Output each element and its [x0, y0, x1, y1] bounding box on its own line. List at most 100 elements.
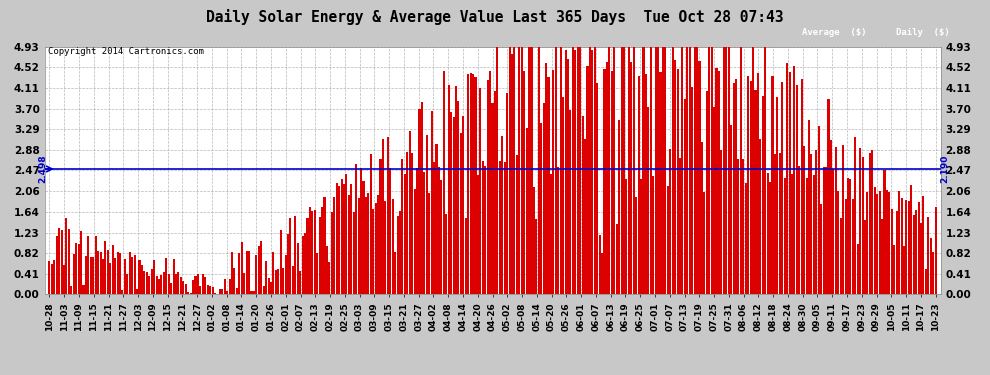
Bar [421, 102, 423, 294]
Bar [803, 146, 805, 294]
Bar [667, 186, 669, 294]
Bar [252, 291, 255, 294]
Bar [209, 286, 211, 294]
Bar [248, 252, 250, 294]
Bar [474, 77, 476, 294]
Bar [207, 285, 209, 294]
Bar [577, 47, 579, 294]
Bar [236, 288, 238, 294]
Bar [426, 135, 428, 294]
Bar [723, 47, 725, 294]
Bar [554, 47, 556, 294]
Bar [316, 253, 318, 294]
Bar [552, 70, 554, 294]
Bar [72, 254, 75, 294]
Bar [60, 230, 62, 294]
Bar [158, 279, 160, 294]
Bar [859, 148, 861, 294]
Bar [244, 273, 246, 294]
Bar [112, 244, 114, 294]
Bar [694, 47, 696, 294]
Bar [869, 153, 871, 294]
Bar [726, 47, 728, 294]
Bar [204, 277, 206, 294]
Bar [177, 272, 179, 294]
Bar [224, 279, 226, 294]
Bar [788, 72, 791, 294]
Bar [262, 286, 264, 294]
Bar [935, 207, 937, 294]
Bar [601, 253, 603, 294]
Bar [92, 256, 94, 294]
Bar [574, 50, 576, 294]
Bar [384, 201, 386, 294]
Bar [613, 47, 616, 294]
Bar [866, 192, 868, 294]
Bar [740, 47, 742, 294]
Bar [684, 99, 686, 294]
Bar [928, 217, 930, 294]
Bar [749, 81, 751, 294]
Bar [377, 195, 379, 294]
Bar [365, 197, 367, 294]
Bar [569, 110, 571, 294]
Bar [319, 217, 321, 294]
Bar [564, 50, 566, 294]
Bar [676, 69, 678, 294]
Bar [579, 47, 581, 294]
Bar [511, 54, 513, 294]
Bar [898, 191, 900, 294]
Bar [733, 83, 735, 294]
Bar [523, 72, 526, 294]
Bar [920, 223, 922, 294]
Bar [172, 259, 174, 294]
Text: 2.498: 2.498 [38, 154, 47, 183]
Bar [367, 192, 369, 294]
Bar [265, 261, 267, 294]
Bar [581, 116, 584, 294]
Bar [170, 282, 172, 294]
Bar [302, 236, 304, 294]
Bar [908, 201, 910, 294]
Bar [874, 187, 876, 294]
Bar [744, 183, 746, 294]
Bar [594, 47, 596, 294]
Bar [716, 68, 718, 294]
Bar [820, 204, 823, 294]
Bar [146, 272, 148, 294]
Bar [633, 47, 635, 294]
Bar [399, 211, 401, 294]
Bar [272, 252, 274, 294]
Bar [150, 269, 152, 294]
Bar [165, 258, 167, 294]
Bar [531, 47, 533, 294]
Bar [623, 47, 625, 294]
Bar [311, 211, 314, 294]
Bar [640, 178, 643, 294]
Bar [786, 63, 788, 294]
Bar [77, 244, 79, 294]
Bar [781, 82, 783, 294]
Bar [462, 116, 464, 294]
Bar [925, 268, 927, 294]
Bar [811, 154, 813, 294]
Bar [708, 47, 710, 294]
Bar [324, 197, 326, 294]
Bar [499, 161, 501, 294]
Bar [514, 47, 516, 294]
Bar [411, 153, 413, 294]
Bar [586, 66, 588, 294]
Bar [450, 112, 452, 294]
Bar [779, 153, 781, 294]
Bar [182, 280, 184, 294]
Bar [521, 47, 523, 294]
Bar [234, 268, 236, 294]
Bar [194, 276, 197, 294]
Bar [504, 162, 506, 294]
Bar [876, 195, 878, 294]
Bar [284, 255, 287, 294]
Bar [299, 271, 301, 294]
Bar [246, 251, 248, 294]
Bar [549, 174, 552, 294]
Bar [599, 235, 601, 294]
